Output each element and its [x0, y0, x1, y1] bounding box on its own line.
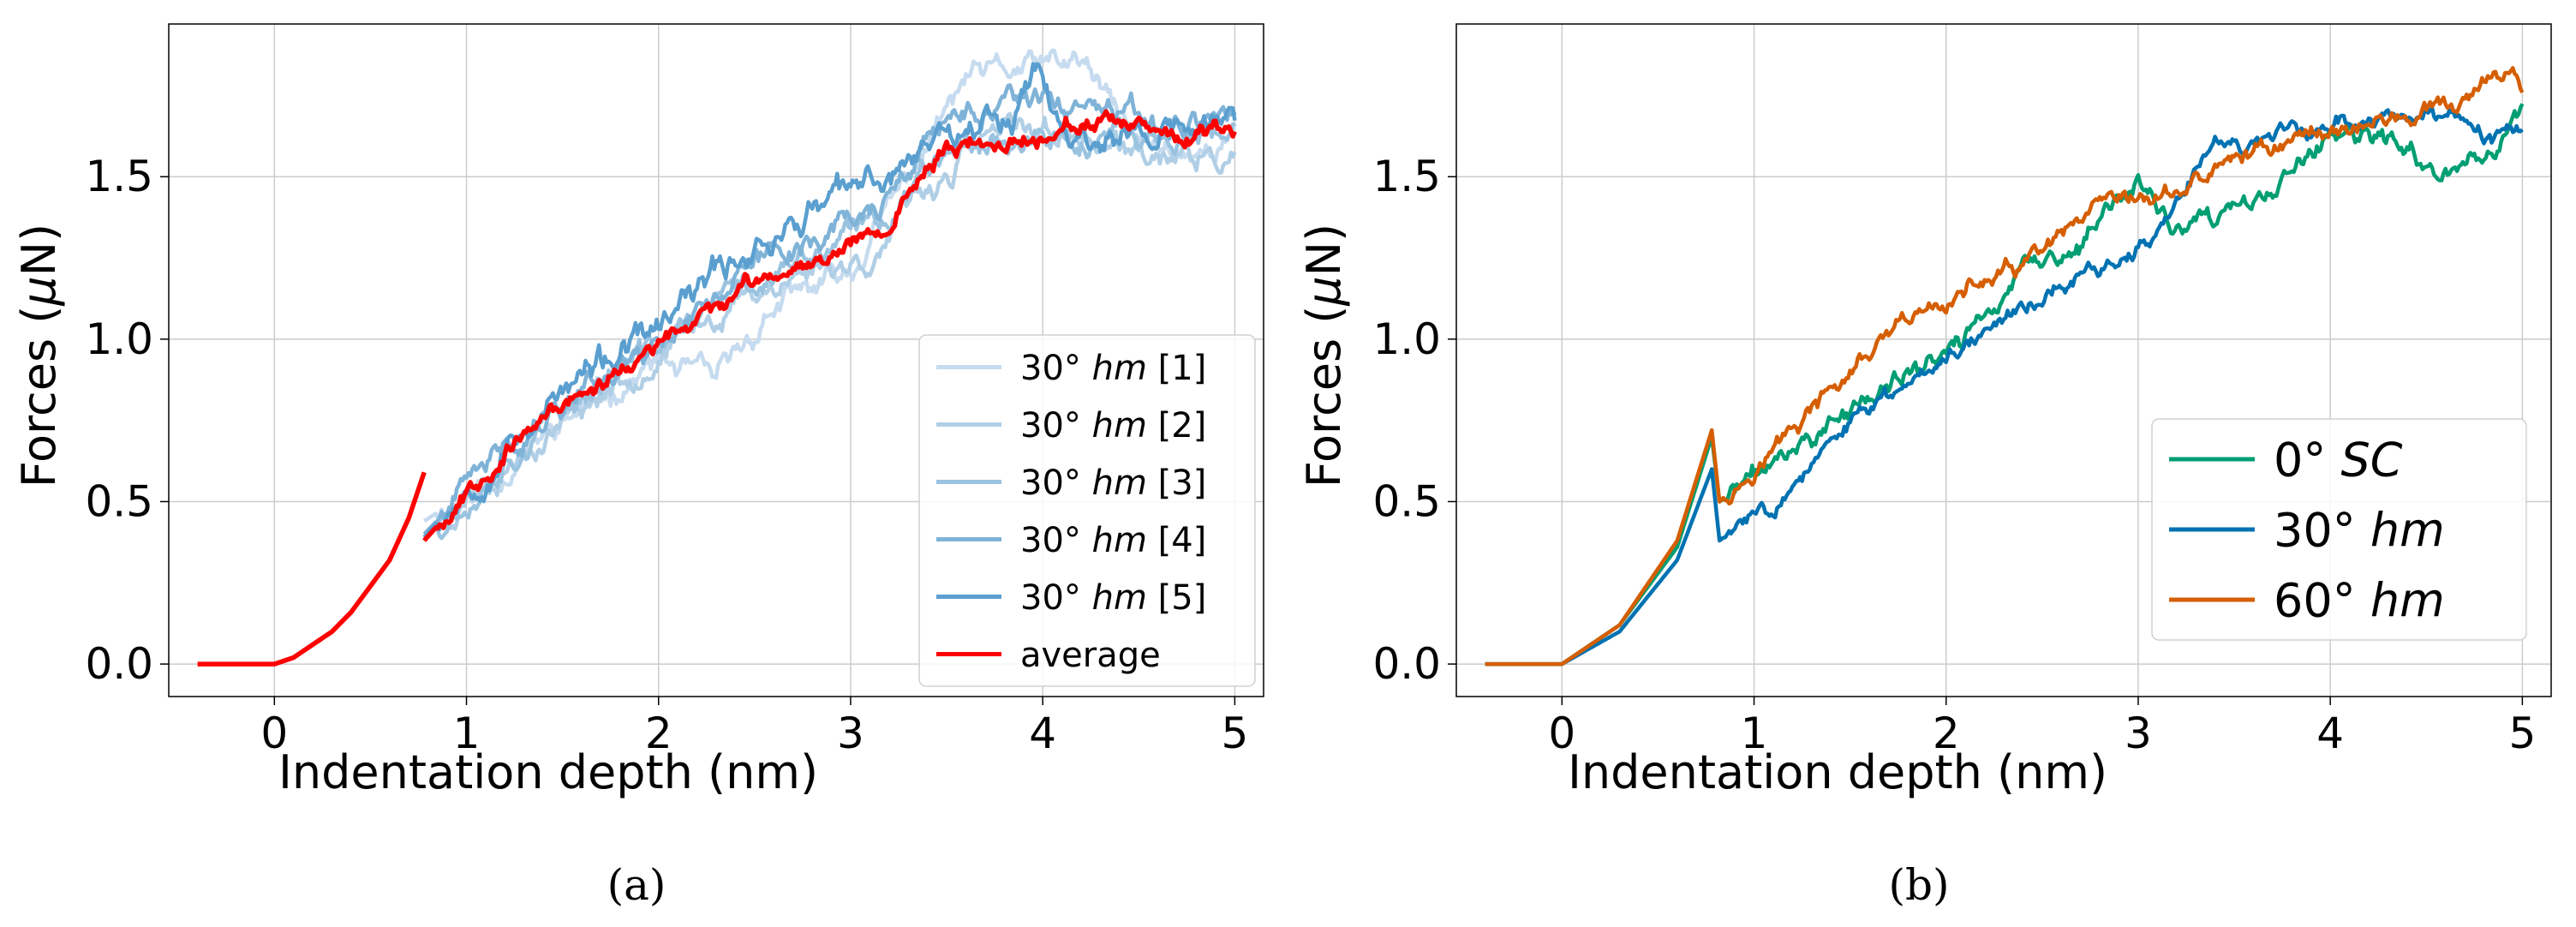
x-tick-label: 3: [837, 709, 864, 758]
panel-a-legend: 30° hm [1] 30° hm [2] 30° hm [3] 30° hm [4]…: [919, 335, 1255, 686]
legend-label-4: 30° hm [5]: [1020, 578, 1206, 618]
y-tick-label: 0.0: [1372, 639, 1441, 689]
panel-a-x-axis-label: Indentation depth (nm): [278, 745, 818, 799]
legend-label-1: 30° hm: [2274, 503, 2445, 557]
y-tick-label: 1.0: [1372, 314, 1441, 364]
panel-b-x-axis-label: Indentation depth (nm): [1568, 745, 2107, 799]
panel-a-y-ticks: 0.0 0.5 1.0 1.5: [85, 152, 169, 689]
legend-label-2: 30° hm [3]: [1020, 464, 1206, 503]
legend-label-0: 0° SC: [2274, 433, 2403, 487]
legend-label-3: 30° hm [4]: [1020, 521, 1206, 560]
y-tick-label: 0.5: [85, 476, 153, 526]
panel-b-legend: 0° SC 30° hm 60° hm: [2152, 419, 2526, 640]
panel-b-y-ticks: 0.0 0.5 1.0 1.5: [1372, 152, 1456, 689]
y-tick-label: 1.0: [85, 314, 153, 364]
x-tick-label: 3: [2125, 709, 2152, 758]
panel-a-y-axis-label: Forces (μN): [12, 224, 66, 487]
figure: 012345 0.00.51.01.5 Indentation depth (n…: [0, 0, 2576, 927]
x-tick-label: 4: [1029, 709, 1056, 758]
x-tick-label: 4: [2316, 709, 2344, 758]
y-tick-label: 0.0: [85, 639, 153, 689]
legend-label-2: 60° hm: [2274, 573, 2445, 627]
y-tick-label: 0.5: [1372, 476, 1441, 526]
panel-b-caption: (b): [1888, 860, 1949, 910]
panel-b-y-axis-label: Forces (μN): [1297, 224, 1351, 487]
y-tick-label: 1.5: [1372, 152, 1441, 201]
panel-a-caption: (a): [607, 860, 666, 910]
legend-label-1: 30° hm [2]: [1020, 406, 1206, 446]
x-tick-label: 5: [1221, 709, 1248, 758]
y-tick-label: 1.5: [85, 152, 153, 201]
legend-label-0: 30° hm [1]: [1020, 349, 1206, 388]
x-tick-label: 5: [2508, 709, 2536, 758]
legend-label-5: average: [1020, 636, 1161, 675]
